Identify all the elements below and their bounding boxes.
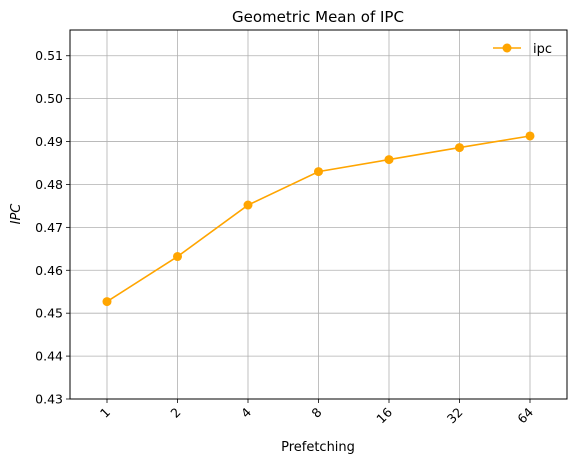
- chart-title: Geometric Mean of IPC: [232, 8, 404, 26]
- x-tick-label: 2: [167, 405, 183, 421]
- y-tick-label: 0.43: [35, 392, 63, 407]
- x-tick-label: 4: [238, 404, 254, 420]
- y-tick-label: 0.44: [35, 349, 63, 364]
- y-axis-label: IPC: [9, 203, 24, 225]
- data-point: [243, 200, 253, 210]
- x-tick-label: 32: [444, 405, 466, 427]
- legend-label: ipc: [533, 42, 552, 57]
- y-tick-label: 0.45: [35, 306, 63, 321]
- data-point: [173, 252, 182, 262]
- legend: ipc: [493, 42, 552, 57]
- x-axis: 1 2 4 8 16 32 64: [97, 399, 536, 426]
- x-tick-label: 16: [373, 404, 395, 426]
- data-point: [102, 297, 112, 307]
- y-tick-label: 0.46: [35, 263, 63, 278]
- y-tick-label: 0.48: [35, 177, 63, 192]
- series-layer: [102, 131, 535, 307]
- x-tick-label: 1: [97, 405, 113, 421]
- data-point: [384, 155, 394, 165]
- y-tick-label: 0.50: [35, 91, 63, 106]
- y-tick-label: 0.49: [35, 134, 63, 149]
- x-axis-label: Prefetching: [281, 440, 355, 455]
- data-point: [455, 143, 464, 153]
- x-tick-label: 8: [308, 404, 324, 420]
- data-point: [525, 131, 535, 141]
- y-tick-label: 0.47: [35, 220, 63, 235]
- y-axis: 0.43 0.44 0.45 0.46 0.47 0.48 0.49 0.50 0.51: [35, 48, 70, 407]
- y-tick-label: 0.51: [35, 48, 63, 63]
- data-point: [314, 167, 323, 177]
- grid: [70, 30, 567, 400]
- legend-marker: [502, 43, 512, 53]
- x-tick-label: 64: [514, 404, 536, 426]
